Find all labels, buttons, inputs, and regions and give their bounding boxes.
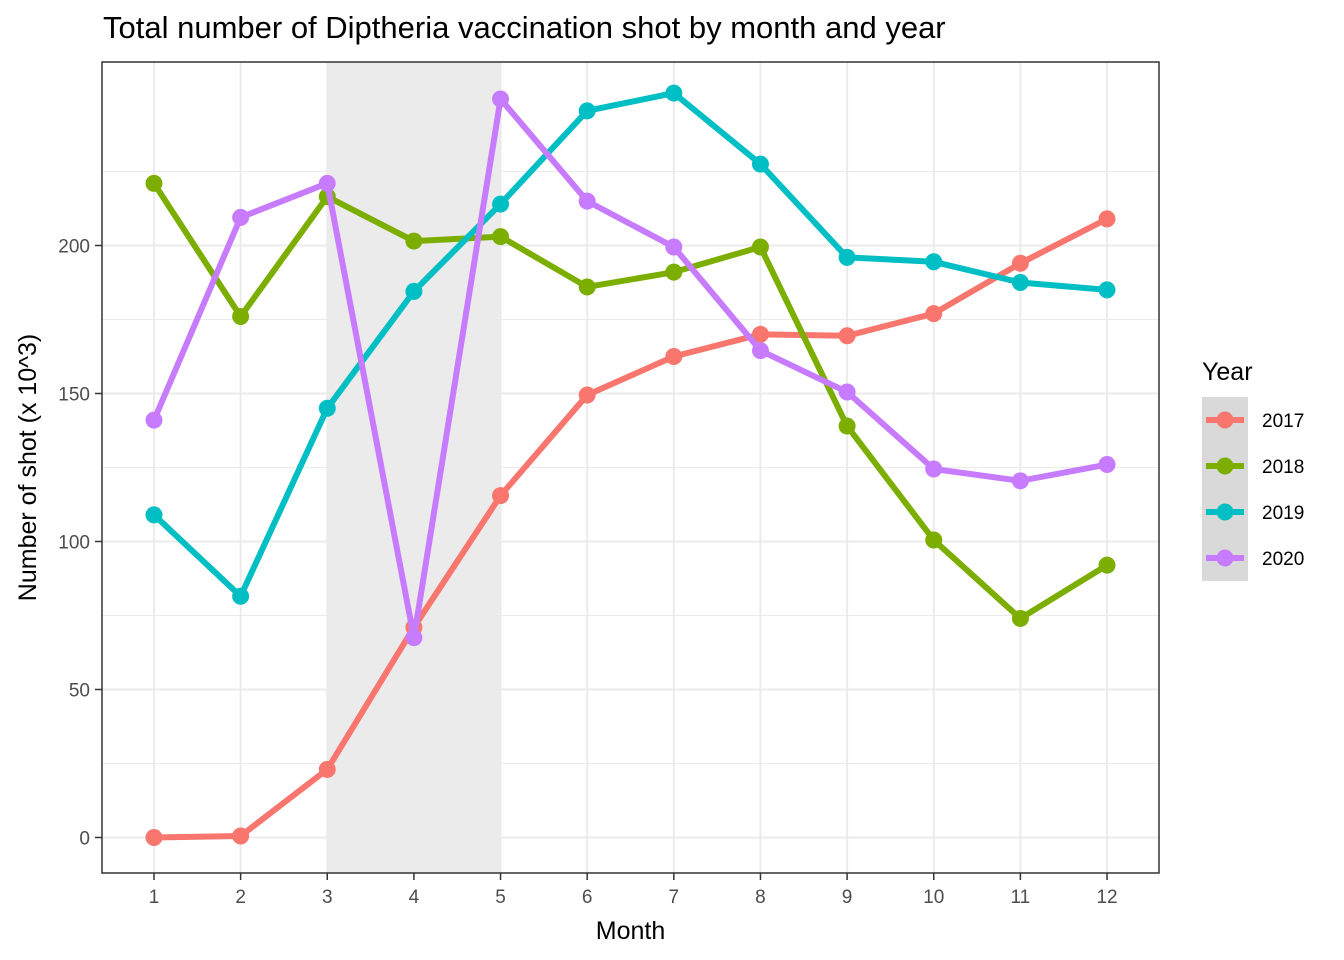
y-tick-label: 0 xyxy=(79,828,90,849)
series-2018 xyxy=(145,174,1116,627)
series-line-2020 xyxy=(150,95,1111,641)
data-point-2020-12 xyxy=(1098,456,1116,474)
data-point-2020-9 xyxy=(838,383,856,401)
legend-label-2018: 2018 xyxy=(1262,457,1304,478)
data-point-2020-7 xyxy=(665,238,683,256)
series-line-2018 xyxy=(150,180,1111,622)
x-tick-label: 2 xyxy=(235,887,246,908)
data-point-2020-6 xyxy=(578,192,596,210)
data-point-2018-9 xyxy=(838,417,856,435)
data-point-2018-8 xyxy=(751,238,769,256)
x-tick-label: 7 xyxy=(669,887,680,908)
y-tick-label: 50 xyxy=(69,680,90,701)
data-point-2019-7 xyxy=(665,84,683,102)
x-tick-label: 10 xyxy=(923,887,944,908)
x-tick-label: 6 xyxy=(582,887,593,908)
data-point-2017-8 xyxy=(751,325,769,343)
data-point-2020-11 xyxy=(1011,472,1029,490)
data-point-2020-10 xyxy=(925,460,943,478)
x-tick-label: 11 xyxy=(1011,887,1031,908)
legend-key-point-2017 xyxy=(1216,411,1234,429)
legend-label-2019: 2019 xyxy=(1262,503,1304,524)
data-point-2020-1 xyxy=(145,411,163,429)
legend: Year 2017 2018 2019 2020 xyxy=(1202,358,1304,581)
y-tick-label: 200 xyxy=(58,237,90,258)
data-point-2019-9 xyxy=(838,248,856,266)
data-point-2018-1 xyxy=(145,174,163,192)
data-point-2017-7 xyxy=(665,348,683,366)
x-tick-label: 9 xyxy=(842,887,853,908)
data-point-2019-10 xyxy=(925,253,943,271)
data-point-2018-12 xyxy=(1098,556,1116,574)
x-tick-label: 5 xyxy=(495,887,506,908)
legend-key-point-2018 xyxy=(1216,457,1234,475)
data-point-2017-1 xyxy=(145,828,163,846)
legend-label-2017: 2017 xyxy=(1262,411,1304,432)
chart-title: Total number of Diptheria vaccination sh… xyxy=(103,10,946,45)
x-tick-label: 8 xyxy=(755,887,766,908)
data-point-2019-2 xyxy=(232,587,250,605)
x-tick-label: 1 xyxy=(149,887,160,908)
data-point-2017-5 xyxy=(492,487,510,505)
y-tick-label: 100 xyxy=(58,532,90,553)
data-point-2018-4 xyxy=(405,232,423,250)
data-point-2018-2 xyxy=(232,308,250,326)
legend-key-point-2020 xyxy=(1216,549,1234,567)
data-point-2019-11 xyxy=(1011,274,1029,292)
y-axis-title: Number of shot (x 10^3) xyxy=(14,334,42,601)
legend-key-point-2019 xyxy=(1216,503,1234,521)
data-point-2019-3 xyxy=(318,399,336,417)
data-point-2020-4 xyxy=(405,629,423,647)
plot-border xyxy=(101,61,1160,874)
data-point-2017-10 xyxy=(925,305,943,323)
series-line-2019 xyxy=(150,90,1111,600)
data-point-2019-12 xyxy=(1098,281,1116,299)
data-point-2019-8 xyxy=(751,155,769,173)
data-point-2019-6 xyxy=(578,102,596,120)
series-line-2017 xyxy=(150,215,1111,841)
data-point-2020-2 xyxy=(232,208,250,226)
data-point-2019-1 xyxy=(145,506,163,524)
data-point-2020-3 xyxy=(318,174,336,192)
series-layer xyxy=(145,84,1116,846)
x-tick-label: 4 xyxy=(409,887,420,908)
data-point-2017-6 xyxy=(578,386,596,404)
data-point-2017-3 xyxy=(318,760,336,778)
data-point-2018-11 xyxy=(1011,609,1029,627)
data-point-2020-8 xyxy=(751,342,769,360)
x-tick-label: 3 xyxy=(322,887,333,908)
legend-title: Year xyxy=(1202,358,1253,386)
plot-border-layer xyxy=(101,61,1160,874)
data-point-2019-4 xyxy=(405,282,423,300)
data-point-2019-5 xyxy=(492,195,510,213)
data-point-2018-6 xyxy=(578,278,596,296)
data-point-2017-12 xyxy=(1098,210,1116,228)
data-point-2017-2 xyxy=(232,827,250,845)
x-axis-title: Month xyxy=(596,917,665,945)
data-point-2018-10 xyxy=(925,531,943,549)
x-tick-label: 12 xyxy=(1096,887,1117,908)
series-2019 xyxy=(145,84,1116,605)
data-point-2020-5 xyxy=(492,90,510,108)
data-point-2017-11 xyxy=(1011,254,1029,272)
y-tick-label: 150 xyxy=(58,385,90,406)
data-point-2017-9 xyxy=(838,327,856,345)
data-point-2018-7 xyxy=(665,263,683,281)
series-2020 xyxy=(145,90,1116,647)
legend-label-2020: 2020 xyxy=(1262,549,1304,570)
data-point-2018-5 xyxy=(492,228,510,246)
